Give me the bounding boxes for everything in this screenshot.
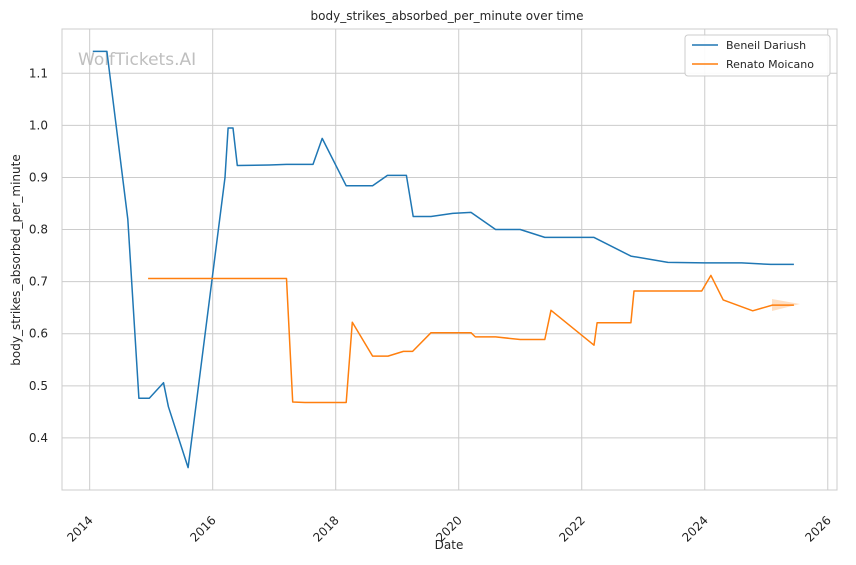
y-tick-label: 0.9 <box>29 170 48 184</box>
legend-label-renato-moicano: Renato Moicano <box>726 58 814 71</box>
y-tick-label: 0.5 <box>29 379 48 393</box>
watermark-text: WolfTickets.AI <box>78 50 196 70</box>
y-tick-label: 0.8 <box>29 223 48 237</box>
confidence-band <box>772 299 800 311</box>
y-tick-label: 1.0 <box>29 118 48 132</box>
series-lines <box>92 50 794 469</box>
legend-label-beneil-dariush: Beneil Dariush <box>726 39 806 52</box>
y-tick-label: 0.7 <box>29 275 48 289</box>
y-tick-label: 0.6 <box>29 327 48 341</box>
legend: Beneil Dariush Renato Moicano <box>684 34 831 77</box>
chart-title: body_strikes_absorbed_per_minute over ti… <box>311 9 584 23</box>
grid-lines <box>62 29 837 490</box>
y-axis-title: body_strikes_absorbed_per_minute <box>9 154 23 365</box>
x-axis-title: Date <box>435 538 464 552</box>
plot-area-frame <box>61 28 838 491</box>
legend-box <box>684 34 831 77</box>
series-line-renato-moicano <box>148 274 794 404</box>
y-tick-label: 1.1 <box>29 66 48 80</box>
renato-moicano-uncertainty-band <box>772 299 800 311</box>
series-line-beneil-dariush <box>92 50 794 469</box>
y-axis-ticks: 0.4 0.5 0.6 0.7 0.8 0.9 1.0 1.1 <box>29 66 48 445</box>
y-tick-label: 0.4 <box>29 431 48 445</box>
